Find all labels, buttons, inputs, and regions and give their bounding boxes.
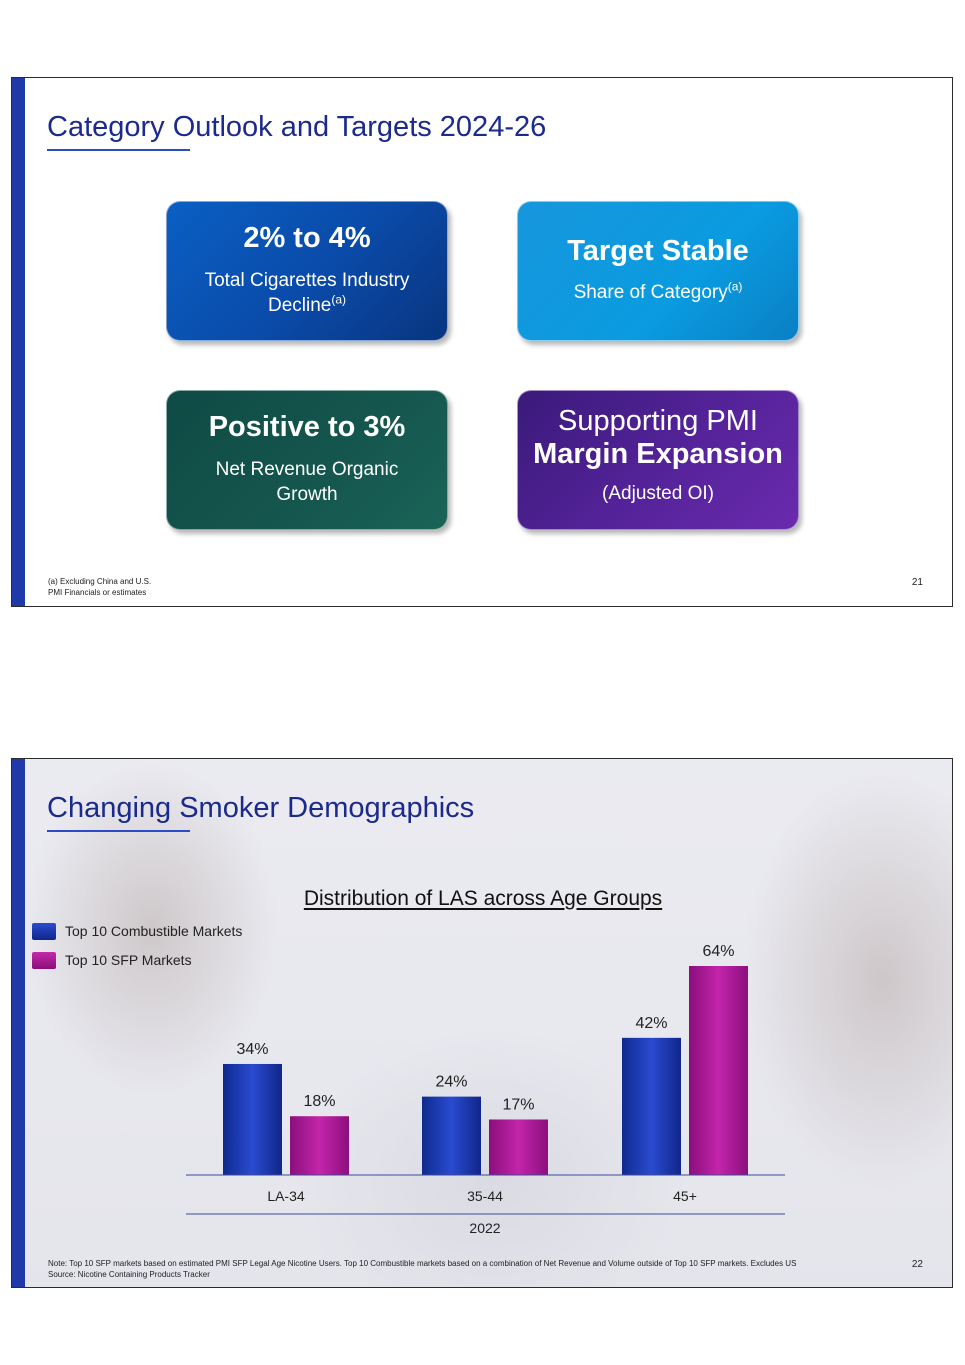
bar-combustible-45+: [622, 1037, 681, 1175]
footnote-marker: (a): [727, 279, 743, 294]
slide-accent-bar: [12, 759, 25, 1287]
footnote: Note: Top 10 SFP markets based on estima…: [48, 1258, 796, 1280]
data-label: 42%: [635, 1015, 667, 1032]
footnote-marker: (a): [331, 292, 347, 307]
bar-combustible-LA-34: [223, 1063, 282, 1175]
card-line: Decline(a): [167, 293, 447, 318]
card-headline: Positive to 3%: [208, 411, 406, 443]
card-margin-expansion: Supporting PMI Margin Expansion (Adjuste…: [517, 390, 799, 530]
bar-sfp-45+: [689, 966, 748, 1175]
bar-chart: 34% 18% LA-34 24% 17% 35-44 42% 64% 45+ 2022: [186, 943, 785, 1236]
slide-smoker-demographics: Changing Smoker Demographics Distributio…: [11, 758, 953, 1288]
bar-combustible-35-44: [422, 1096, 481, 1175]
x-tick-label: 45+: [673, 1188, 697, 1204]
card-line: Supporting PMI: [558, 405, 758, 437]
card-line: Net Revenue Organic: [215, 459, 399, 480]
card-text: Net Revenue Organic Growth: [167, 457, 447, 507]
bar-sfp-35-44: [489, 1119, 548, 1175]
bar-sfp-LA-34: [290, 1116, 349, 1175]
footnote-line: PMI Financials or estimates: [48, 588, 147, 597]
background-overlay: [12, 759, 952, 1287]
data-label: 24%: [435, 1074, 467, 1091]
data-label: 64%: [702, 943, 734, 960]
page-number: 22: [911, 1259, 923, 1270]
card-industry-decline: 2% to 4% Total Cigarettes Industry Decli…: [166, 201, 448, 341]
card-line-text: Decline: [267, 295, 332, 316]
page-number: 21: [911, 577, 923, 588]
card-net-revenue-growth: Positive to 3% Net Revenue Organic Growt…: [166, 390, 448, 530]
legend-label: Top 10 Combustible Markets: [65, 923, 243, 939]
card-headline: 2% to 4%: [243, 222, 371, 254]
data-label: 18%: [303, 1093, 335, 1110]
title-underline: [47, 149, 190, 151]
card-line-text: Share of Category: [573, 282, 728, 303]
card-text: Total Cigarettes Industry Decline(a): [167, 268, 447, 318]
chart-title: Distribution of LAS across Age Groups: [303, 887, 663, 910]
card-text: Share of Category(a): [518, 280, 798, 305]
legend-label: Top 10 SFP Markets: [65, 952, 192, 968]
card-headline: Target Stable: [567, 235, 749, 267]
group-label: 2022: [469, 1220, 500, 1236]
x-tick-label: 35-44: [467, 1188, 503, 1204]
card-headline: Margin Expansion: [533, 438, 783, 470]
slide-accent-bar: [12, 78, 25, 606]
data-label: 17%: [502, 1096, 534, 1113]
page-title: Category Outlook and Targets 2024-26: [47, 111, 547, 143]
footnote-line: (a) Excluding China and U.S.: [48, 577, 152, 586]
legend-swatch: [32, 923, 56, 940]
card-share-of-category: Target Stable Share of Category(a): [517, 201, 799, 341]
card-line: Total Cigarettes Industry: [204, 270, 410, 291]
legend-swatch: [32, 952, 56, 969]
title-underline: [47, 830, 190, 832]
footnote: (a) Excluding China and U.S. PMI Financi…: [48, 576, 151, 598]
card-line: Growth: [276, 484, 338, 505]
footnote-line: Source: Nicotine Containing Products Tra…: [48, 1270, 210, 1279]
data-label: 34%: [236, 1041, 268, 1058]
x-tick-label: LA-34: [267, 1188, 305, 1204]
page-title: Changing Smoker Demographics: [47, 792, 475, 824]
footnote-line: Note: Top 10 SFP markets based on estima…: [48, 1259, 797, 1268]
card-text: (Adjusted OI): [602, 483, 714, 504]
slide-category-outlook: Category Outlook and Targets 2024-26 2% …: [11, 77, 953, 607]
